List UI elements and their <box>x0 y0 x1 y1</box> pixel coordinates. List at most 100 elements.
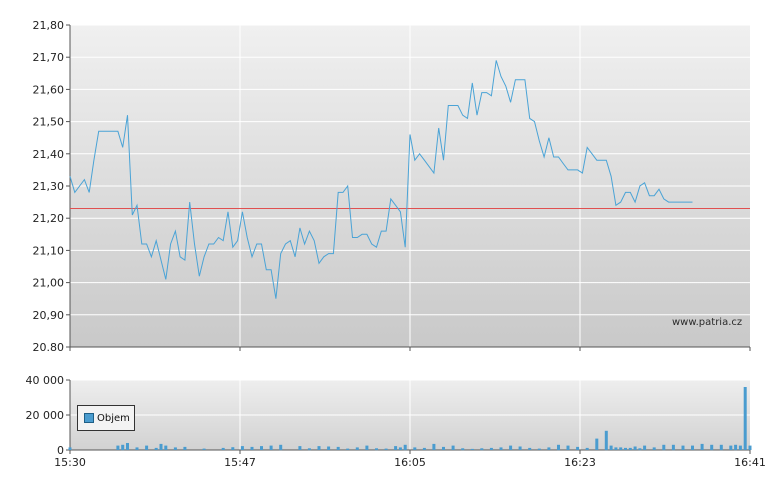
volume-bar <box>748 445 752 450</box>
volume-bar <box>183 446 187 450</box>
volume-bar <box>662 444 666 451</box>
price-y-tick-label: 21,70 <box>33 51 65 64</box>
price-y-tick-label: 20.80 <box>33 341 65 354</box>
volume-bar <box>652 447 656 450</box>
volume-bar <box>470 448 474 450</box>
volume-bar <box>202 448 206 450</box>
x-axis-tick-label: 15:30 <box>54 456 86 469</box>
volume-bar <box>432 443 436 450</box>
volume-y-tick-label: 40 000 <box>26 374 65 387</box>
volume-bar <box>461 448 465 451</box>
volume-bar <box>451 445 455 450</box>
volume-bar <box>403 444 407 451</box>
watermark: www.patria.cz <box>672 317 743 328</box>
volume-bar <box>154 447 158 450</box>
price-y-tick-label: 21,40 <box>33 148 65 161</box>
volume-bar <box>691 445 694 450</box>
volume-bar <box>738 445 742 450</box>
volume-bar <box>375 448 378 451</box>
volume-bar <box>595 438 599 450</box>
volume-bar <box>681 445 685 450</box>
volume-bar <box>609 445 613 450</box>
volume-bar <box>585 447 589 450</box>
volume-bar <box>743 387 747 450</box>
volume-bar <box>719 444 723 451</box>
volume-bar <box>250 446 254 450</box>
volume-bar <box>489 447 493 450</box>
volume-bar <box>604 430 608 451</box>
volume-bar <box>710 444 714 451</box>
volume-bar <box>260 446 263 450</box>
volume-bar <box>413 447 417 450</box>
volume-bar <box>628 447 632 450</box>
volume-bar <box>537 448 541 450</box>
volume-bar <box>528 447 532 450</box>
volume-bar <box>480 448 484 451</box>
volume-bar <box>638 448 642 451</box>
volume-legend: Objem <box>77 405 135 431</box>
volume-bar <box>346 448 350 450</box>
volume-bar <box>624 447 627 450</box>
legend-label: Objem <box>97 412 130 424</box>
volume-bar <box>126 443 129 450</box>
volume-bar <box>557 444 560 451</box>
volume-bar <box>121 444 125 451</box>
volume-bar <box>279 444 283 451</box>
x-axis-tick-label: 16:41 <box>734 456 766 469</box>
volume-bar <box>566 445 570 450</box>
volume-bar <box>317 446 321 450</box>
volume-bar <box>614 447 618 450</box>
volume-bar <box>164 445 168 450</box>
x-axis-tick-label: 15:47 <box>224 456 256 469</box>
volume-bar <box>240 446 244 450</box>
volume-bar <box>355 447 359 450</box>
price-y-tick-label: 21,30 <box>33 180 65 193</box>
price-y-tick-label: 21,80 <box>33 19 65 32</box>
volume-bar <box>336 446 340 450</box>
volume-bar <box>145 445 149 450</box>
volume-bar <box>576 446 580 450</box>
volume-bar <box>734 444 738 451</box>
volume-bar <box>643 445 647 450</box>
volume-bar <box>68 447 72 450</box>
volume-bar <box>509 445 513 450</box>
volume-bar <box>231 447 235 450</box>
volume-bar <box>327 446 331 450</box>
volume-bar <box>221 447 225 450</box>
volume-bar <box>365 445 369 450</box>
price-y-tick-label: 21,00 <box>33 277 65 290</box>
volume-bar <box>633 446 637 450</box>
volume-bar <box>384 448 388 450</box>
volume-bar <box>159 443 163 450</box>
price-y-tick-label: 21,20 <box>33 212 65 225</box>
price-y-tick-label: 21,60 <box>33 83 65 96</box>
volume-bar <box>298 446 302 450</box>
volume-bar <box>729 445 733 450</box>
volume-bar <box>442 446 445 450</box>
volume-bar <box>307 448 311 451</box>
price-series-line <box>69 60 693 299</box>
volume-bar <box>671 444 675 451</box>
volume-y-tick-label: 20 000 <box>26 409 65 422</box>
volume-bar <box>518 446 522 450</box>
price-y-tick-label: 20,90 <box>33 309 65 322</box>
price-y-tick-label: 21,10 <box>33 244 65 257</box>
volume-y-tick-label: 0 <box>57 444 64 457</box>
volume-bar <box>700 443 704 450</box>
price-y-tick-label: 21,50 <box>33 116 65 129</box>
volume-bar <box>547 447 551 450</box>
volume-bar <box>619 447 623 450</box>
legend-swatch <box>84 413 94 423</box>
volume-bar <box>116 445 120 450</box>
volume-bar <box>135 447 139 450</box>
volume-bar <box>394 446 398 450</box>
volume-bar <box>269 445 273 450</box>
volume-bar <box>398 447 402 450</box>
volume-bar <box>422 447 426 450</box>
x-axis-tick-label: 16:23 <box>564 456 596 469</box>
x-axis-tick-label: 16:05 <box>394 456 426 469</box>
volume-bar <box>173 447 177 450</box>
volume-bar <box>499 447 503 450</box>
